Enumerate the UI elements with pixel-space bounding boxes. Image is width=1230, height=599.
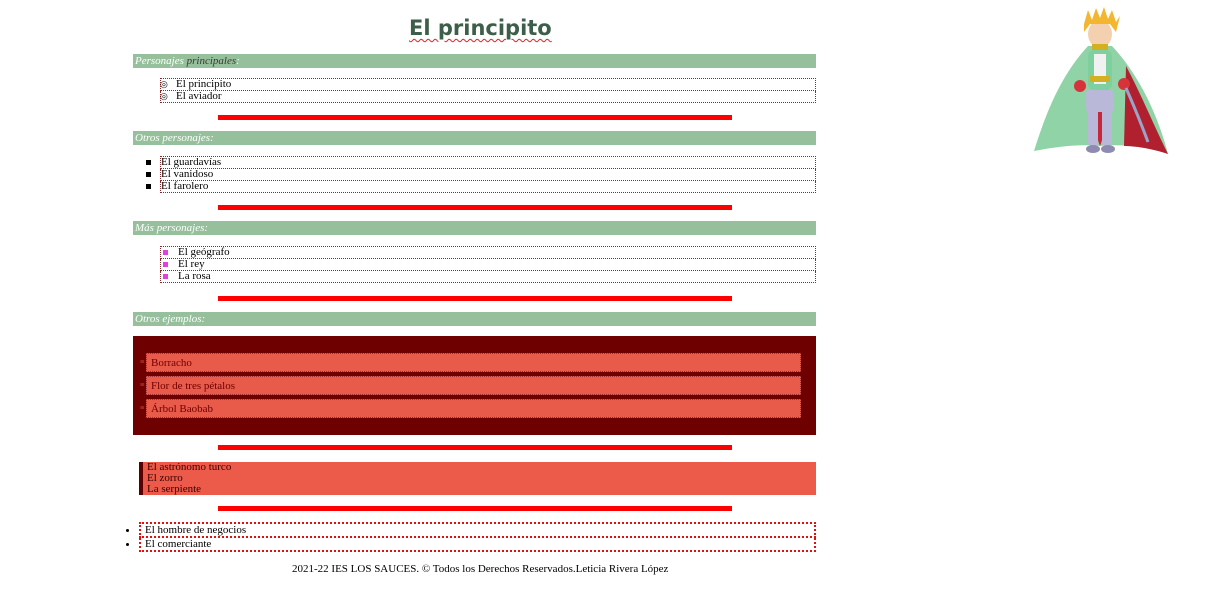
list-item: ◎ El principito xyxy=(160,78,816,91)
section-heading-examples: Otros ejemplos: xyxy=(133,312,816,326)
other-characters-list: El guardavías El vanidoso El farolero xyxy=(146,156,816,193)
list-item: ◎ El aviador xyxy=(160,91,816,103)
separator xyxy=(218,296,732,301)
list-item: La serpiente xyxy=(147,483,202,495)
square-bullet-icon xyxy=(146,172,151,177)
pink-square-bullet-icon xyxy=(163,274,168,279)
section-heading-others: Otros personajes: xyxy=(133,131,816,145)
bullet-icon: ≡ xyxy=(140,357,145,366)
section-heading-main: Personajes principales: xyxy=(133,54,816,68)
separator xyxy=(218,115,732,120)
list-item: El comerciante xyxy=(126,538,816,552)
pink-square-bullet-icon xyxy=(163,250,168,255)
separator xyxy=(218,205,732,210)
footer: 2021-22 IES LOS SAUCES. © Todos los Dere… xyxy=(292,563,669,575)
example-item: Borracho xyxy=(146,353,801,372)
pink-square-bullet-icon xyxy=(163,262,168,267)
bullet-icon: ≡ xyxy=(140,403,145,412)
list-item: El astrónomo turco xyxy=(147,461,232,473)
square-bullet-icon xyxy=(146,160,151,165)
list-item: El hombre de negocios xyxy=(126,522,816,538)
page-title: El principito xyxy=(409,16,552,40)
separator xyxy=(218,445,732,450)
coral-list-box: El astrónomo turco El zorro La serpiente xyxy=(139,462,816,495)
bullet-icon: ≡ xyxy=(140,380,145,389)
little-prince-illustration xyxy=(1034,7,1168,154)
list-item: El geógrafo xyxy=(160,246,816,259)
example-item: Flor de tres pétalos xyxy=(146,376,801,395)
list-item: El guardavías xyxy=(146,156,816,169)
circle-bullet-icon: ◎ xyxy=(160,79,168,89)
list-item: El zorro xyxy=(147,472,183,484)
separator xyxy=(218,506,732,511)
main-characters-list: ◎ El principito ◎ El aviador xyxy=(160,78,816,103)
circle-bullet-icon: ◎ xyxy=(160,91,168,101)
list-item: El rey xyxy=(160,259,816,271)
last-characters-list: El hombre de negocios El comerciante xyxy=(126,522,816,552)
square-bullet-icon xyxy=(146,184,151,189)
list-item: El farolero xyxy=(146,181,816,193)
list-item: El vanidoso xyxy=(146,169,816,181)
section-heading-more: Más personajes: xyxy=(133,221,816,235)
list-item: La rosa xyxy=(160,271,816,283)
more-characters-list: El geógrafo El rey La rosa xyxy=(160,246,816,283)
disc-bullet-icon xyxy=(126,543,129,546)
disc-bullet-icon xyxy=(126,529,129,532)
example-item: Árbol Baobab xyxy=(146,399,801,418)
